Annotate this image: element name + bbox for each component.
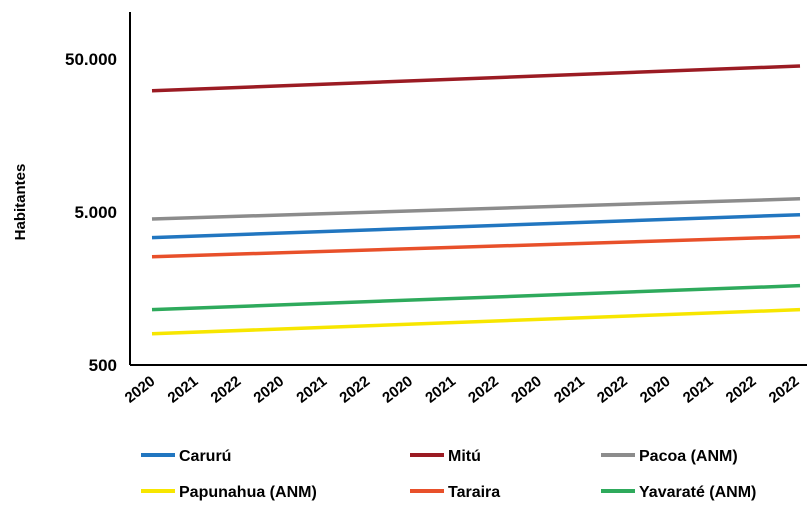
y-axis-title: Habitantes	[12, 164, 29, 241]
x-tick-label: 2022	[766, 373, 803, 407]
x-tick-label: 2022	[723, 373, 760, 407]
y-tick-label: 5.000	[74, 203, 117, 222]
y-tick-label: 50.000	[65, 50, 117, 69]
x-tick-label: 2021	[680, 373, 717, 407]
x-tick-label: 2021	[422, 373, 459, 407]
series-line	[151, 197, 801, 221]
legend-item: Carurú	[141, 448, 231, 465]
x-tick-label: 2021	[165, 373, 202, 407]
x-tick-label: 2020	[508, 373, 545, 407]
legend-label: Pacoa (ANM)	[639, 448, 738, 465]
x-tick-labels: 2020 2021 2022 2020 2021 2022 2020 2021 2022 2020…	[122, 373, 803, 407]
x-tick-label: 2022	[336, 373, 373, 407]
series-line	[151, 234, 801, 259]
x-tick-label: 2020	[379, 373, 416, 407]
x-tick-label: 2021	[293, 373, 330, 407]
legend-item: Mitú	[410, 448, 481, 465]
y-tick-label: 500	[89, 356, 117, 375]
legend-item: Papunahua (ANM)	[141, 484, 317, 501]
legend: Carurú Mitú Pacoa (ANM) Papunahua (ANM) Tara…	[141, 448, 756, 501]
legend-item: Taraira	[410, 484, 500, 501]
series-lines	[151, 64, 801, 336]
series-line	[151, 64, 801, 93]
legend-label: Mitú	[448, 448, 481, 465]
x-tick-label: 2022	[465, 373, 502, 407]
legend-item: Pacoa (ANM)	[601, 448, 738, 465]
series-line	[151, 283, 801, 312]
axes	[129, 12, 807, 366]
x-tick-label: 2020	[122, 373, 159, 407]
y-tick-labels: 500 5.000 50.000	[65, 50, 117, 375]
x-tick-label: 2021	[551, 373, 588, 407]
legend-label: Yavaraté (ANM)	[639, 484, 756, 501]
series-line	[151, 307, 801, 336]
legend-label: Papunahua (ANM)	[179, 484, 317, 501]
legend-label: Carurú	[179, 448, 231, 465]
x-tick-label: 2022	[208, 373, 245, 407]
x-tick-label: 2020	[250, 373, 287, 407]
x-tick-label: 2022	[594, 373, 631, 407]
legend-item: Yavaraté (ANM)	[601, 484, 756, 501]
series-line	[151, 212, 801, 240]
legend-label: Taraira	[448, 484, 500, 501]
x-tick-label: 2020	[637, 373, 674, 407]
